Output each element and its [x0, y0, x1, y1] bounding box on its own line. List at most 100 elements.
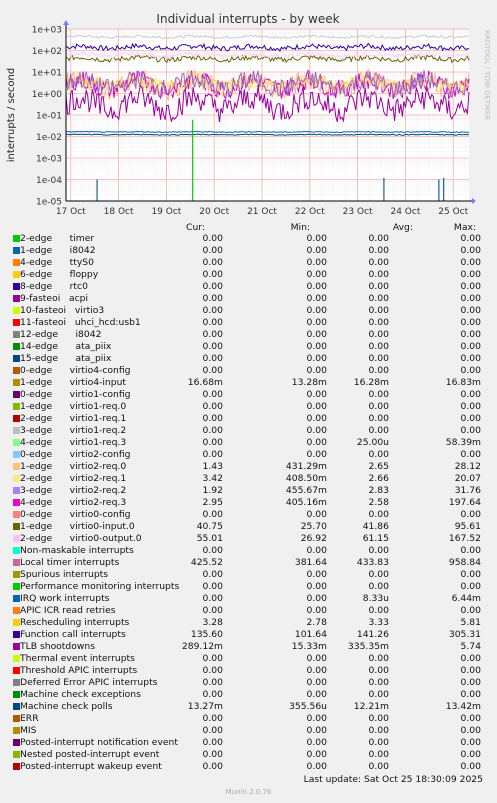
legend-label: 10-fasteoi virtio3 [20, 305, 105, 316]
y-tick-label: 1e+03 [32, 26, 62, 36]
legend-avg-value: 0.00 [368, 689, 389, 700]
legend-label: Performance monitoring interrupts [20, 581, 180, 592]
legend-max-value: 0.00 [460, 725, 481, 736]
legend-label: Non-maskable interrupts [20, 545, 134, 556]
legend-min-value: 355.56u [289, 701, 327, 712]
legend-avg-value: 141.26 [356, 629, 389, 640]
legend-max-value: 58.39m [445, 437, 481, 448]
legend-min-value: 0.00 [306, 653, 327, 664]
legend-max-value: 0.00 [460, 305, 481, 316]
legend-min-value: 2.78 [306, 617, 327, 628]
legend-avg-value: 0.00 [368, 677, 389, 688]
legend-swatch [13, 619, 20, 626]
legend-avg-value: 0.00 [368, 245, 389, 256]
legend-row: 0-edge virtio4-config 0.00 0.00 0.00 0.00 [13, 365, 484, 377]
legend-avg-value: 2.65 [368, 461, 389, 472]
x-tick-label: 24 Oct [390, 207, 420, 215]
legend-min-value: 0.00 [306, 317, 327, 328]
legend-max-value: 0.00 [460, 605, 481, 616]
legend-swatch [13, 259, 20, 266]
legend-avg-value: 0.00 [368, 233, 389, 244]
legend-min-value: 0.00 [306, 449, 327, 460]
legend-avg-value: 3.33 [368, 617, 389, 628]
legend-min-value: 0.00 [306, 257, 327, 268]
legend-swatch [13, 667, 20, 674]
legend-avg-value: 0.00 [368, 545, 389, 556]
legend-label: 1-edge virtio4-input [20, 377, 126, 388]
legend-row: Performance monitoring interrupts 0.00 0.0… [13, 581, 484, 593]
legend-cur-value: 0.00 [202, 293, 223, 304]
legend-label: APIC ICR read retries [20, 605, 116, 616]
legend-avg-value: 2.58 [368, 497, 389, 508]
legend-label: 15-edge ata_piix [20, 353, 112, 364]
legend-min-value: 0.00 [306, 677, 327, 688]
legend-avg-value: 0.00 [368, 413, 389, 424]
legend-row: 4-edge ttyS0 0.00 0.00 0.00 0.00 [13, 257, 484, 269]
legend-swatch [13, 391, 20, 398]
legend-min-value: 0.00 [306, 593, 327, 604]
legend-row: Non-maskable interrupts 0.00 0.00 0.00 0.00 [13, 545, 484, 557]
legend-cur-value: 0.00 [202, 257, 223, 268]
legend-cur-value: 16.68m [187, 377, 223, 388]
legend-cur-value: 0.00 [202, 233, 223, 244]
legend-max-value: 167.52 [448, 533, 481, 544]
legend-row: Spurious interrupts 0.00 0.00 0.00 0.00 [13, 569, 484, 581]
legend-row: 0-edge virtio0-config 0.00 0.00 0.00 0.00 [13, 509, 484, 521]
legend-avg-value: 0.00 [368, 305, 389, 316]
legend-swatch [13, 367, 20, 374]
y-tick-label: 1e-02 [36, 133, 62, 143]
legend-min-value: 0.00 [306, 425, 327, 436]
legend-avg-value: 25.00u [356, 437, 389, 448]
x-tick-label: 22 Oct [295, 207, 325, 215]
legend-avg-value: 0.00 [368, 653, 389, 664]
legend-cur-value: 0.00 [202, 605, 223, 616]
legend-swatch [13, 451, 20, 458]
legend-avg-value: 0.00 [368, 317, 389, 328]
legend-label: TLB shootdowns [20, 641, 95, 652]
x-tick-label: 18 Oct [104, 207, 134, 215]
legend-avg-value: 0.00 [368, 425, 389, 436]
legend-label: 4-edge virtio2-req.3 [20, 497, 127, 508]
legend-label: 12-edge i8042 [20, 329, 102, 340]
legend-max-value: 31.76 [454, 485, 481, 496]
legend-row: Nested posted-interrupt event 0.00 0.00 0.0… [13, 749, 484, 761]
legend-row: Machine check exceptions 0.00 0.00 0.00 0.00 [13, 689, 484, 701]
legend-swatch [13, 571, 20, 578]
legend-max-value: 0.00 [460, 653, 481, 664]
legend-row: 8-edge rtc0 0.00 0.00 0.00 0.00 [13, 281, 484, 293]
legend-cur-value: 0.00 [202, 317, 223, 328]
legend-row: Machine check polls 13.27m 355.56u 12.21m 13… [13, 701, 484, 713]
legend-label: 0-edge virtio1-config [20, 389, 131, 400]
legend-swatch [13, 583, 20, 590]
legend-max-value: 5.81 [460, 617, 481, 628]
legend-min-value: 0.00 [306, 245, 327, 256]
legend-swatch [13, 703, 20, 710]
legend-row: 1-edge i8042 0.00 0.00 0.00 0.00 [13, 245, 484, 257]
legend-label: 1-edge i8042 [20, 245, 96, 256]
legend-label: Threshold APIC interrupts [20, 665, 138, 676]
legend-label: Rescheduling interrupts [20, 617, 130, 628]
legend-label: ERR [20, 713, 39, 724]
x-axis-arrow [472, 198, 476, 204]
legend-label: 6-edge floppy [20, 269, 99, 280]
legend-min-value: 0.00 [306, 233, 327, 244]
interrupts-chart: Individual interrupts - by week interrup… [6, 12, 491, 215]
series-line [65, 133, 470, 136]
legend-max-value: 0.00 [460, 665, 481, 676]
legend-row: Deferred Error APIC interrupts 0.00 0.00 0.… [13, 677, 484, 689]
legend-cur-value: 0.00 [202, 569, 223, 580]
legend-cur-value: 0.00 [202, 329, 223, 340]
legend-min-value: 0.00 [306, 509, 327, 520]
legend-avg-value: 0.00 [368, 341, 389, 352]
legend-cur-value: 425.52 [190, 557, 223, 568]
legend-avg-value: 0.00 [368, 269, 389, 280]
legend-min-value: 13.28m [291, 377, 327, 388]
legend-swatch [13, 523, 20, 530]
legend-swatch [13, 547, 20, 554]
legend-swatch [13, 235, 20, 242]
legend-max-value: 20.07 [454, 473, 481, 484]
legend-min-value: 0.00 [306, 329, 327, 340]
legend-cur-value: 0.00 [202, 389, 223, 400]
legend-avg-value: 0.00 [368, 725, 389, 736]
y-axis-arrow [63, 20, 69, 25]
